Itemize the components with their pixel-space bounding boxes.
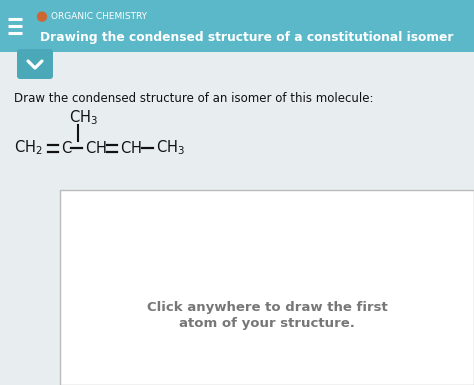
Circle shape <box>37 12 46 21</box>
Text: Click anywhere to draw the first: Click anywhere to draw the first <box>146 301 387 313</box>
Text: $\mathrm{CH_3}$: $\mathrm{CH_3}$ <box>156 139 185 157</box>
Bar <box>0 0 474 52</box>
Text: ORGANIC CHEMISTRY: ORGANIC CHEMISTRY <box>51 12 147 21</box>
Text: Drawing the condensed structure of a constitutional isomer: Drawing the condensed structure of a con… <box>40 31 454 44</box>
Text: atom of your structure.: atom of your structure. <box>179 318 355 330</box>
Text: Draw the condensed structure of an isomer of this molecule:: Draw the condensed structure of an isome… <box>14 92 374 104</box>
Text: $\mathrm{CH_3}$: $\mathrm{CH_3}$ <box>69 109 98 127</box>
FancyBboxPatch shape <box>17 49 53 79</box>
Bar <box>60 190 474 385</box>
Text: $\mathrm{C}$: $\mathrm{C}$ <box>61 140 73 156</box>
Text: $\mathrm{CH_2}$: $\mathrm{CH_2}$ <box>14 139 43 157</box>
Text: $\mathrm{CH}$: $\mathrm{CH}$ <box>85 140 107 156</box>
Text: $\mathrm{CH}$: $\mathrm{CH}$ <box>120 140 142 156</box>
